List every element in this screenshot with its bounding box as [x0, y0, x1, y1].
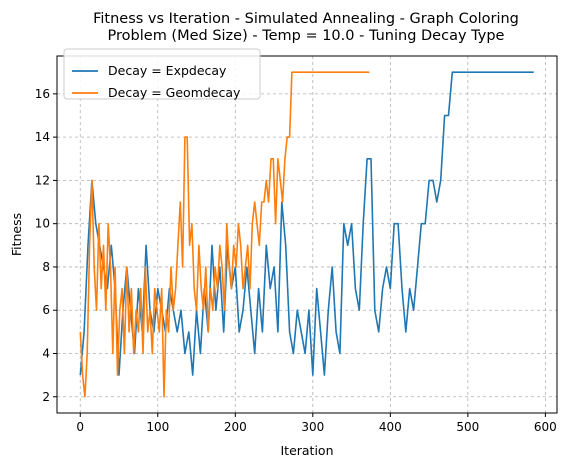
series-lines: [79, 71, 534, 398]
chart-title-line: Fitness vs Iteration - Simulated Anneali…: [93, 11, 519, 27]
y-tick-label: 4: [42, 347, 50, 361]
legend-entry: Decay = Expdecay: [108, 63, 227, 78]
plot-frame: [56, 55, 558, 414]
x-tick-label: 400: [379, 420, 402, 434]
y-tick-label: 14: [35, 130, 50, 144]
y-tick-label: 8: [42, 260, 50, 274]
y-tick-label: 16: [35, 87, 50, 101]
legend-box: [63, 48, 261, 100]
y-tick-label: 6: [42, 303, 50, 317]
legend-entry: Decay = Geomdecay: [108, 85, 241, 100]
x-tick-label: 300: [301, 420, 324, 434]
x-tick-label: 0: [76, 420, 84, 434]
x-tick-label: 600: [534, 420, 557, 434]
y-axis-ticks: 2 4 6 8 10 12 14 16: [35, 87, 57, 404]
x-axis-label: Iteration: [280, 443, 333, 458]
chart-title-line: Problem (Med Size) - Temp = 10.0 - Tunin…: [108, 28, 505, 44]
y-axis-label: Fitness: [9, 213, 24, 256]
series-line-1: [79, 71, 534, 376]
x-axis-ticks: 0 100 200 300 400 500 600: [76, 413, 557, 434]
x-tick-label: 100: [146, 420, 169, 434]
y-tick-label: 10: [35, 217, 50, 231]
y-tick-label: 2: [42, 390, 50, 404]
series-line-2: [79, 71, 370, 398]
chart-title: Fitness vs Iteration - Simulated Anneali…: [93, 11, 519, 44]
grid: [57, 56, 557, 413]
legend: Decay = Expdecay Decay = Geomdecay: [63, 48, 261, 100]
x-tick-label: 500: [456, 420, 479, 434]
x-tick-label: 200: [224, 420, 247, 434]
y-tick-label: 12: [35, 173, 50, 187]
